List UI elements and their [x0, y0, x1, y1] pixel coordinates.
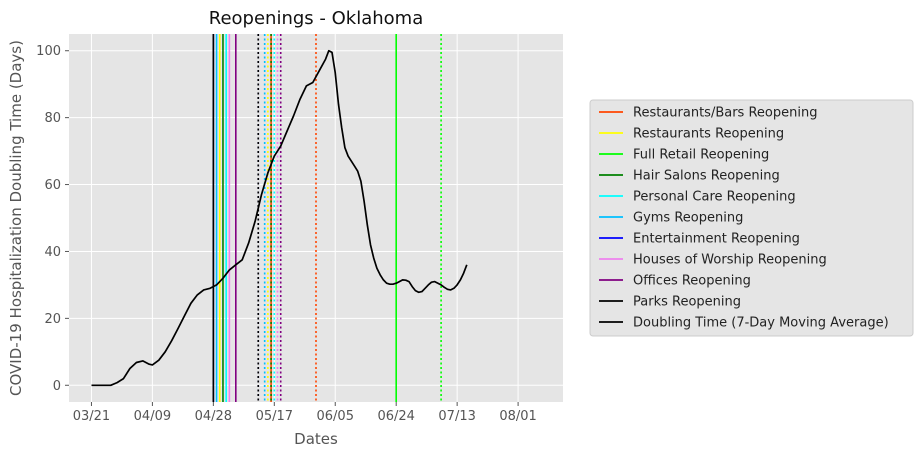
x-tick-label: 05/17	[256, 409, 293, 424]
y-tick-label: 60	[44, 178, 61, 193]
x-tick-label: 08/01	[499, 409, 536, 424]
y-tick-label: 80	[44, 111, 61, 126]
legend-label: Full Retail Reopening	[633, 148, 769, 163]
legend-label: Hair Salons Reopening	[633, 169, 780, 184]
legend-label: Restaurants/Bars Reopening	[633, 106, 817, 121]
doubling-time-line	[91, 49, 468, 387]
legend-label: Personal Care Reopening	[633, 190, 796, 205]
legend-label: Parks Reopening	[633, 295, 741, 310]
y-tick-label: 0	[53, 379, 61, 394]
legend-label: Houses of Worship Reopening	[633, 253, 827, 268]
x-axis-label: Dates	[294, 430, 338, 448]
series-group	[91, 49, 468, 387]
legend-label: Restaurants Reopening	[633, 127, 784, 142]
legend-label: Offices Reopening	[633, 274, 751, 289]
y-tick-label: 40	[44, 245, 61, 260]
chart-title: Reopenings - Oklahoma	[209, 8, 423, 29]
y-tick-label: 20	[44, 312, 61, 327]
x-tick-label: 04/28	[195, 409, 232, 424]
legend-label: Gyms Reopening	[633, 211, 743, 226]
y-tick-label: 100	[36, 44, 61, 59]
y-axis-ticks: 0 20 40 60 80 100	[36, 44, 69, 394]
x-tick-label: 03/21	[73, 409, 110, 424]
x-axis-ticks: 03/21 04/09 04/28 05/17 06/05 06/24 07/13 08/01	[73, 402, 537, 424]
x-tick-label: 04/09	[134, 409, 171, 424]
legend-label: Entertainment Reopening	[633, 232, 800, 247]
reopening-lines	[212, 34, 442, 402]
x-tick-label: 07/13	[438, 409, 475, 424]
legend: Restaurants/Bars Reopening Restaurants Re…	[589, 99, 914, 337]
legend-label: Doubling Time (7-Day Moving Average)	[633, 316, 889, 331]
legend-box	[589, 99, 914, 337]
x-tick-label: 06/24	[377, 409, 414, 424]
x-tick-label: 06/05	[317, 409, 354, 424]
y-axis-label: COVID-19 Hospitalization Doubling Time (…	[7, 40, 25, 396]
